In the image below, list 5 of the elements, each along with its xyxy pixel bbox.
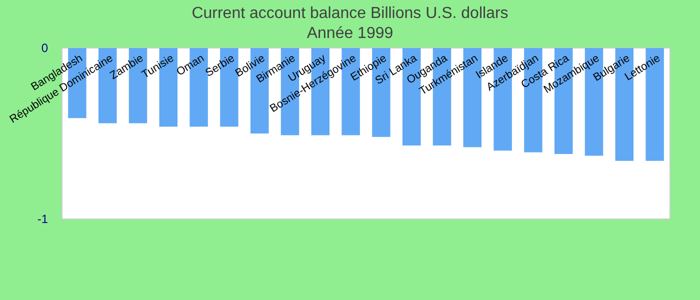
y-tick-label: -1 xyxy=(37,212,48,226)
x-tick-label: Oman xyxy=(174,52,206,78)
chart-title: Current account balance Billions U.S. dollars xyxy=(192,5,508,22)
chart-subtitle: Année 1999 xyxy=(306,25,394,42)
y-tick-label: 0 xyxy=(41,41,48,56)
